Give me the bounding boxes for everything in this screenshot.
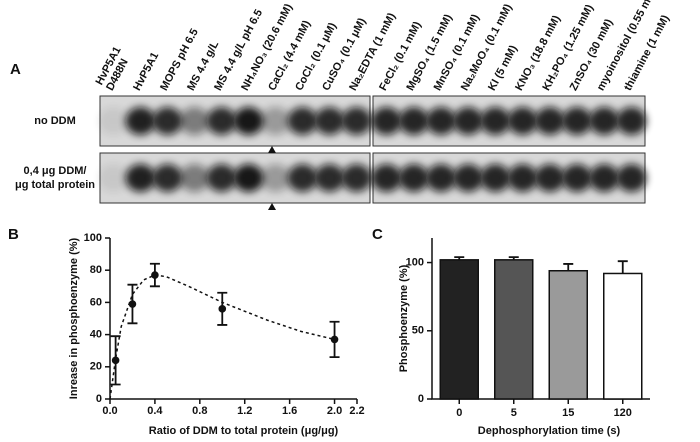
band xyxy=(206,107,237,135)
x-tick-label: 2.0 xyxy=(327,405,342,417)
panel-label: C xyxy=(372,226,383,243)
row-label: μg total protein xyxy=(15,179,95,191)
y-tick-label: 100 xyxy=(406,256,424,268)
band xyxy=(398,107,429,135)
band xyxy=(341,164,372,192)
band xyxy=(206,164,237,192)
bar xyxy=(439,259,479,400)
y-tick-label: 0 xyxy=(418,393,424,405)
band xyxy=(534,164,565,192)
band xyxy=(371,164,402,192)
band xyxy=(507,164,538,192)
x-tick-label: 0.0 xyxy=(102,405,117,417)
band xyxy=(507,107,538,135)
band xyxy=(480,164,511,192)
point xyxy=(128,300,137,308)
bar xyxy=(603,272,643,400)
band xyxy=(314,107,345,135)
band xyxy=(398,164,429,192)
band xyxy=(453,164,484,192)
y-tick-label: 0 xyxy=(96,393,102,405)
band xyxy=(179,164,210,192)
band xyxy=(589,107,620,135)
fit-line xyxy=(109,274,335,400)
lane-label: MS 4.4 g/L pH 6.5 xyxy=(212,7,265,92)
gel-bands xyxy=(98,107,647,192)
band xyxy=(98,107,129,135)
band xyxy=(314,164,345,192)
point xyxy=(330,335,339,344)
band xyxy=(534,107,565,135)
band xyxy=(179,107,210,135)
bar xyxy=(494,259,534,400)
y-tick-label: 100 xyxy=(84,232,102,244)
band xyxy=(152,164,183,192)
band xyxy=(371,107,402,135)
y-tick-label: 80 xyxy=(90,264,102,276)
band xyxy=(480,107,511,135)
y-tick-label: 50 xyxy=(412,325,424,337)
arrowhead xyxy=(268,203,276,210)
band xyxy=(152,107,183,135)
point xyxy=(111,356,120,365)
band xyxy=(426,107,456,135)
band xyxy=(616,164,647,192)
band xyxy=(98,164,129,192)
point xyxy=(151,271,159,279)
bar xyxy=(548,269,588,400)
band xyxy=(287,164,318,192)
y-tick-label: 60 xyxy=(90,296,102,308)
row-label: 0,4 μg DDM/ xyxy=(24,165,87,177)
x-axis-label: Dephosphorylation time (s) xyxy=(478,425,621,437)
x-tick-label: 0 xyxy=(456,407,462,419)
band xyxy=(260,164,291,192)
band xyxy=(589,164,620,192)
axis xyxy=(109,238,357,400)
band xyxy=(287,107,318,135)
y-axis-label: Inrease in phosphoenzyme (%) xyxy=(68,237,80,399)
x-tick-label: 1.2 xyxy=(237,405,252,417)
x-tick-label: 2.2 xyxy=(349,405,364,417)
band xyxy=(233,107,264,135)
band xyxy=(562,164,592,192)
band xyxy=(453,107,484,135)
x-tick-label: 0.4 xyxy=(147,405,163,417)
band xyxy=(426,164,456,192)
y-tick-label: 40 xyxy=(90,329,102,341)
y-axis-label: Phosphoenzyme (%) xyxy=(398,264,410,372)
band xyxy=(125,164,156,192)
band xyxy=(341,107,372,135)
row-label: no DDM xyxy=(34,115,76,127)
panel-label: B xyxy=(8,226,19,243)
x-tick-label: 1.6 xyxy=(282,405,297,417)
x-tick-label: 120 xyxy=(614,407,632,419)
x-axis-label: Ratio of DDM to total protein (μg/μg) xyxy=(149,425,339,437)
band xyxy=(125,107,156,135)
x-tick-label: 15 xyxy=(562,407,574,419)
point xyxy=(218,305,227,313)
panel-label: A xyxy=(10,61,21,78)
x-tick-label: 0.8 xyxy=(192,405,207,417)
y-tick-label: 20 xyxy=(90,361,102,373)
arrowhead xyxy=(268,146,276,153)
band xyxy=(616,107,647,135)
band xyxy=(260,107,291,135)
band xyxy=(233,164,264,192)
x-tick-label: 5 xyxy=(511,407,517,419)
band xyxy=(562,107,592,135)
lane-label: HvP5A1 xyxy=(131,50,161,92)
